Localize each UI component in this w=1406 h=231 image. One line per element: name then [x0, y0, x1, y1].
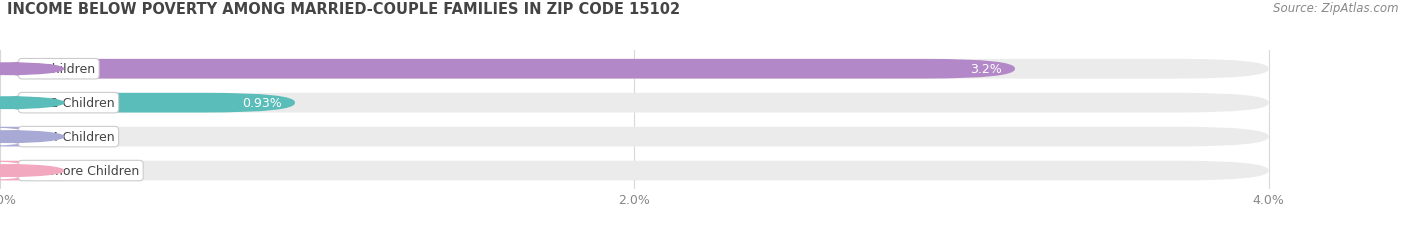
Circle shape — [0, 97, 63, 109]
Circle shape — [0, 131, 63, 143]
Text: Source: ZipAtlas.com: Source: ZipAtlas.com — [1274, 2, 1399, 15]
Text: INCOME BELOW POVERTY AMONG MARRIED-COUPLE FAMILIES IN ZIP CODE 15102: INCOME BELOW POVERTY AMONG MARRIED-COUPL… — [7, 2, 681, 17]
Circle shape — [0, 165, 63, 176]
Text: 1 or 2 Children: 1 or 2 Children — [22, 97, 115, 110]
FancyBboxPatch shape — [0, 127, 1268, 147]
Text: No Children: No Children — [22, 63, 96, 76]
FancyBboxPatch shape — [0, 93, 295, 113]
Text: 0.0%: 0.0% — [60, 131, 93, 143]
FancyBboxPatch shape — [0, 127, 89, 147]
Circle shape — [0, 64, 63, 75]
FancyBboxPatch shape — [0, 161, 1268, 181]
FancyBboxPatch shape — [0, 161, 89, 181]
Text: 5 or more Children: 5 or more Children — [22, 164, 139, 177]
FancyBboxPatch shape — [0, 60, 1015, 79]
Text: 3 or 4 Children: 3 or 4 Children — [22, 131, 115, 143]
Text: 0.93%: 0.93% — [242, 97, 283, 110]
Text: 3.2%: 3.2% — [970, 63, 1002, 76]
FancyBboxPatch shape — [0, 60, 1268, 79]
FancyBboxPatch shape — [0, 93, 1268, 113]
Text: 0.0%: 0.0% — [60, 164, 93, 177]
